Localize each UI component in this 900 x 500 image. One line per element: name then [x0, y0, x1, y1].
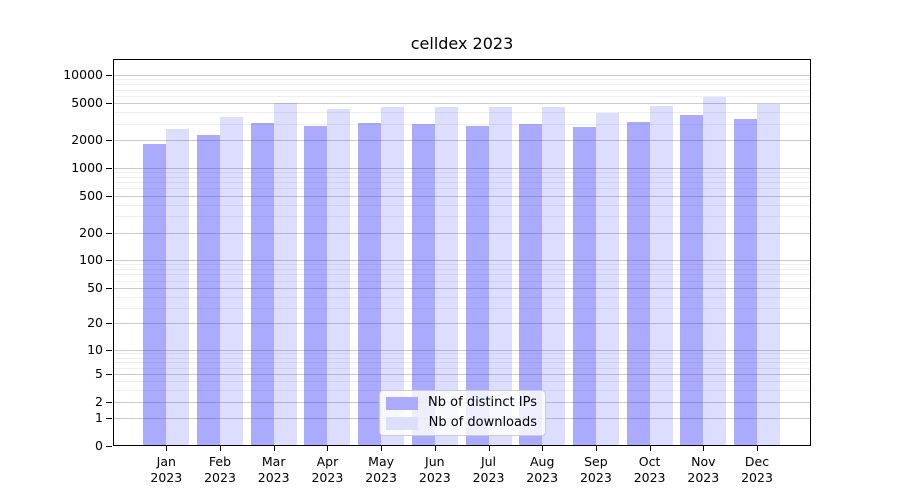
- x-tick-jul: [488, 446, 490, 451]
- x-tick-jun: [434, 446, 436, 451]
- x-tick-label-jan: Jan 2023: [150, 454, 183, 485]
- bar-nb-of-distinct-ips-jan: [143, 144, 167, 446]
- chart-title: celldex 2023: [410, 34, 514, 53]
- x-tick-label-jul: Jul 2023: [472, 454, 505, 485]
- bar-nb-of-distinct-ips-jul: [465, 125, 489, 446]
- y-tick-1000: [106, 167, 112, 169]
- x-tick-label-nov: Nov 2023: [687, 454, 720, 485]
- x-tick-dec: [757, 446, 758, 451]
- bar-nb-of-downloads-jan: [166, 129, 190, 446]
- x-tick-label-aug: Aug 2023: [526, 454, 559, 485]
- bar-nb-of-downloads-aug: [542, 106, 566, 446]
- bar-nb-of-downloads-jun: [434, 106, 458, 446]
- bar-nb-of-distinct-ips-aug: [519, 124, 543, 446]
- x-tick-sep: [595, 446, 597, 451]
- x-tick-may: [381, 446, 383, 451]
- y-tick-5000: [106, 103, 112, 105]
- x-tick-jan: [166, 446, 168, 451]
- legend-label-downloads: Nb of downloads: [428, 415, 537, 430]
- legend-item-downloads: Nb of downloads: [386, 415, 537, 431]
- bar-nb-of-downloads-mar: [273, 102, 297, 446]
- bar-nb-of-downloads-jul: [488, 106, 512, 446]
- y-tick-label-20: 20: [87, 315, 103, 331]
- y-tick-label-10000: 10000: [63, 67, 103, 83]
- bar-nb-of-distinct-ips-dec: [734, 119, 757, 446]
- y-tick-5: [106, 373, 112, 375]
- x-tick-mar: [273, 446, 275, 451]
- bar-nb-of-downloads-feb: [220, 117, 243, 446]
- y-tick-label-200: 200: [79, 224, 103, 240]
- y-tick-label-500: 500: [79, 187, 103, 203]
- x-tick-label-apr: Apr 2023: [311, 454, 344, 485]
- bar-nb-of-downloads-apr: [327, 109, 351, 446]
- legend: Nb of distinct IPs Nb of downloads: [379, 390, 546, 436]
- y-tick-label-2: 2: [95, 393, 103, 409]
- y-tick-label-5: 5: [95, 365, 103, 381]
- x-tick-label-oct: Oct 2023: [633, 454, 666, 485]
- bar-nb-of-distinct-ips-apr: [304, 126, 328, 446]
- y-tick-label-50: 50: [87, 279, 103, 295]
- y-tick-label-100: 100: [79, 252, 103, 268]
- bar-nb-of-distinct-ips-nov: [680, 115, 704, 446]
- y-tick-10: [106, 349, 112, 351]
- bar-nb-of-downloads-oct: [649, 106, 673, 446]
- bar-nb-of-distinct-ips-feb: [197, 135, 220, 446]
- y-tick-label-10: 10: [87, 341, 103, 357]
- legend-swatch-downloads: [386, 416, 418, 430]
- y-tick-label-1: 1: [95, 410, 103, 426]
- y-tick-100: [106, 260, 112, 262]
- y-tick-20: [106, 323, 112, 325]
- x-tick-label-dec: Dec 2023: [741, 454, 773, 485]
- x-tick-label-sep: Sep 2023: [579, 454, 612, 485]
- legend-label-distinct-ips: Nb of distinct IPs: [428, 395, 537, 410]
- legend-swatch-distinct-ips: [386, 396, 418, 410]
- x-tick-oct: [649, 446, 651, 451]
- y-tick-1: [106, 418, 112, 420]
- x-tick-label-jun: Jun 2023: [418, 454, 451, 485]
- bar-nb-of-distinct-ips-may: [358, 123, 382, 446]
- x-tick-apr: [327, 446, 329, 451]
- bar-nb-of-distinct-ips-mar: [250, 122, 274, 446]
- y-tick-0: [106, 446, 112, 447]
- bar-nb-of-downloads-sep: [595, 112, 619, 446]
- y-tick-2: [106, 401, 112, 403]
- bar-nb-of-distinct-ips-sep: [572, 126, 596, 446]
- y-tick-label-0: 0: [95, 438, 103, 453]
- y-tick-label-2000: 2000: [71, 132, 103, 147]
- x-tick-label-mar: Mar 2023: [257, 454, 290, 485]
- bar-nb-of-downloads-dec: [757, 103, 780, 446]
- bar-nb-of-distinct-ips-jun: [411, 123, 435, 446]
- bar-nb-of-downloads-nov: [703, 96, 727, 446]
- x-tick-label-may: May 2023: [365, 454, 397, 485]
- legend-item-distinct-ips: Nb of distinct IPs: [386, 395, 537, 411]
- y-tick-label-5000: 5000: [71, 95, 103, 111]
- y-tick-2000: [106, 140, 112, 141]
- bar-nb-of-distinct-ips-oct: [626, 121, 650, 446]
- y-tick-50: [106, 287, 112, 289]
- x-tick-label-feb: Feb 2023: [204, 454, 236, 485]
- y-tick-500: [106, 195, 112, 197]
- y-tick-200: [106, 232, 112, 234]
- x-tick-feb: [220, 446, 221, 451]
- y-tick-label-1000: 1000: [71, 159, 103, 175]
- axes-frame: [113, 59, 811, 446]
- bars-layer: [113, 59, 811, 446]
- bar-nb-of-downloads-may: [381, 107, 405, 446]
- x-tick-nov: [703, 446, 705, 451]
- y-tick-10000: [106, 75, 112, 77]
- x-tick-aug: [542, 446, 544, 451]
